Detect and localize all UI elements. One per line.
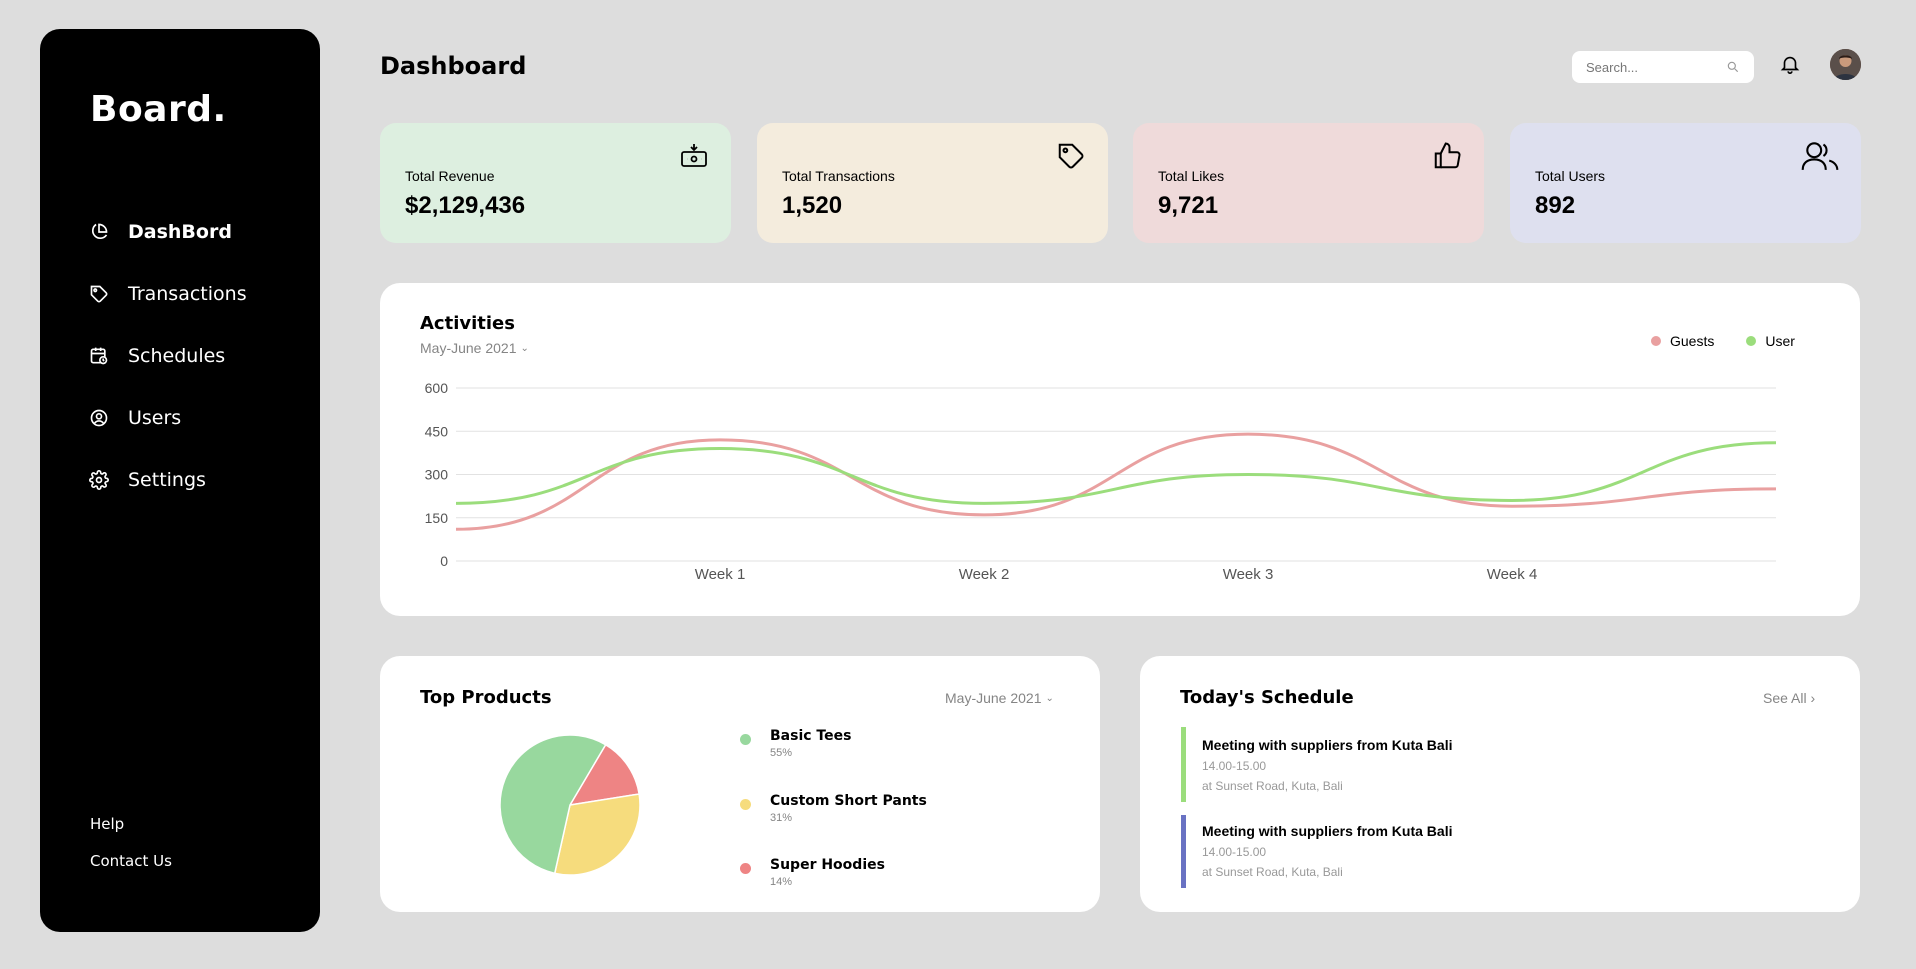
sidebar-item-users[interactable]: Users [88, 387, 247, 449]
product-name: Super Hoodies [770, 857, 885, 873]
sidebar-item-dashboard[interactable]: DashBord [88, 201, 247, 263]
product-name: Basic Tees [770, 728, 852, 744]
x-tick-label: Week 4 [1487, 566, 1538, 580]
money-icon [681, 144, 707, 167]
legend-label: Guests [1670, 333, 1715, 349]
legend-swatch-guests [1651, 336, 1661, 346]
pie-slice [553, 793, 641, 876]
series-line-user [455, 441, 1777, 505]
activities-title: Activities [420, 313, 515, 334]
sidebar-item-label: Settings [128, 469, 206, 491]
stat-value: 1,520 [782, 192, 843, 219]
chevron-down-icon: ⌄ [1045, 692, 1054, 704]
product-swatch [740, 799, 751, 810]
schedule-time: 14.00-15.00 [1202, 759, 1267, 773]
stat-card-likes: Total Likes 9,721 [1133, 123, 1484, 243]
page-title: Dashboard [380, 52, 527, 80]
product-swatch [740, 734, 751, 745]
sidebar-item-label: Schedules [128, 345, 226, 367]
product-item: Custom Short Pants 31% [740, 793, 927, 824]
pie-slice [568, 743, 640, 806]
product-swatch [740, 863, 751, 874]
sidebar: Board. DashBord Transactions Schedules U… [40, 29, 320, 932]
schedule-item[interactable]: Meeting with suppliers from Kuta Bali 14… [1181, 815, 1452, 888]
range-label: May-June 2021 [420, 340, 517, 356]
calendar-clock-icon [88, 345, 110, 367]
y-tick-label: 0 [440, 553, 448, 569]
legend-swatch-user [1746, 336, 1757, 346]
see-all-link[interactable]: See All › [1763, 690, 1815, 706]
chevron-down-icon: ⌄ [520, 342, 529, 354]
search-icon[interactable] [1726, 60, 1740, 74]
y-tick-label: 450 [425, 423, 449, 439]
top-products-title: Top Products [420, 687, 552, 708]
schedule-place: at Sunset Road, Kuta, Bali [1202, 865, 1343, 879]
pie-chart-icon [88, 221, 110, 243]
contact-us-link[interactable]: Contact Us [90, 852, 172, 870]
see-all-label: See All [1763, 690, 1807, 706]
chevron-right-icon: › [1810, 690, 1816, 706]
schedule-place: at Sunset Road, Kuta, Bali [1202, 779, 1343, 793]
product-pct: 14% [770, 876, 793, 888]
stat-label: Total Transactions [782, 168, 895, 184]
stat-value: 9,721 [1158, 192, 1219, 219]
activities-range-dropdown[interactable]: May-June 2021 ⌄ [420, 340, 529, 356]
sidebar-nav: DashBord Transactions Schedules Users Se… [88, 201, 247, 511]
search-input[interactable] [1586, 59, 1716, 75]
stat-value: $2,129,436 [405, 192, 526, 219]
bell-icon[interactable] [1779, 52, 1801, 76]
schedule-time: 14.00-15.00 [1202, 845, 1267, 859]
schedule-title-text: Meeting with suppliers from Kuta Bali [1202, 737, 1453, 753]
stat-label: Total Users [1535, 168, 1606, 184]
thumbs-up-icon [1434, 142, 1461, 169]
search-box[interactable] [1572, 51, 1754, 83]
sidebar-item-transactions[interactable]: Transactions [88, 263, 247, 325]
tag-icon [88, 283, 110, 305]
legend-label: User [1765, 333, 1795, 349]
sidebar-item-schedules[interactable]: Schedules [88, 325, 247, 387]
y-tick-label: 150 [425, 510, 449, 526]
product-pct: 31% [770, 812, 793, 824]
sidebar-item-settings[interactable]: Settings [88, 449, 247, 511]
schedule-item[interactable]: Meeting with suppliers from Kuta Bali 14… [1181, 727, 1452, 802]
product-item: Basic Tees 55% [740, 728, 851, 759]
chart-legend: Guests User [1651, 333, 1795, 349]
tag-icon [1058, 143, 1084, 169]
stat-label: Total Likes [1158, 168, 1225, 184]
products-pie-chart [499, 734, 641, 876]
stat-label: Total Revenue [405, 168, 495, 184]
x-tick-label: Week 1 [695, 566, 746, 580]
stat-card-transactions: Total Transactions 1,520 [757, 123, 1108, 243]
sidebar-item-label: DashBord [128, 221, 232, 243]
schedule-title: Today's Schedule [1180, 687, 1354, 708]
help-link[interactable]: Help [90, 815, 125, 833]
sidebar-item-label: Users [128, 407, 182, 429]
avatar[interactable] [1830, 49, 1861, 80]
sidebar-item-label: Transactions [128, 283, 247, 305]
user-circle-icon [88, 407, 110, 429]
y-tick-label: 600 [425, 380, 449, 396]
pie-slice [499, 734, 607, 875]
users-icon [1801, 142, 1839, 170]
y-tick-label: 300 [425, 467, 449, 483]
range-label: May-June 2021 [945, 690, 1042, 706]
x-tick-label: Week 2 [959, 566, 1010, 580]
x-tick-label: Week 3 [1223, 566, 1274, 580]
activities-chart: 0 150 300 450 600 Week 1 Week 2 Week 3 Week 4 [425, 380, 1777, 580]
brand-logo: Board. [90, 89, 227, 130]
product-item: Super Hoodies 14% [740, 857, 885, 888]
product-name: Custom Short Pants [770, 793, 927, 809]
series-line-guests [455, 432, 1777, 531]
product-pct: 55% [770, 747, 793, 759]
schedule-title-text: Meeting with suppliers from Kuta Bali [1202, 823, 1453, 839]
stat-card-users: Total Users 892 [1510, 123, 1861, 243]
stat-value: 892 [1535, 192, 1576, 219]
gear-icon [88, 469, 110, 491]
products-range-dropdown[interactable]: May-June 2021 ⌄ [945, 690, 1054, 706]
stat-card-revenue: Total Revenue $2,129,436 [380, 123, 731, 243]
sidebar-footer: Help Contact Us [90, 815, 172, 889]
schedule-panel [1140, 656, 1860, 912]
